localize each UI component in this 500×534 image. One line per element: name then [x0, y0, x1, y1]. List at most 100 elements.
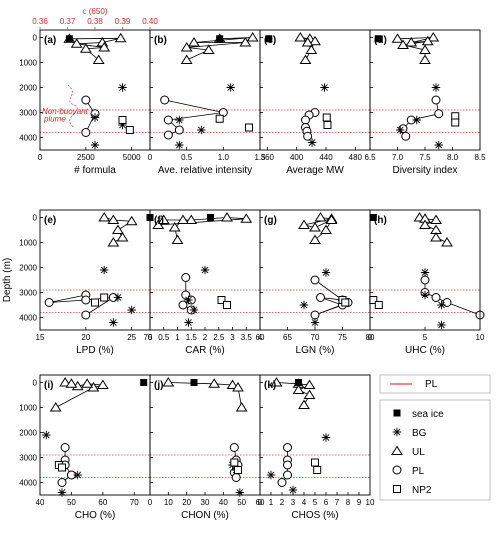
x-axis-title: Ave. relative intensity	[158, 165, 252, 176]
panel-label: (j)	[154, 380, 163, 391]
x-tick-label: 5000	[123, 153, 141, 162]
panel-frame	[259, 29, 371, 151]
ul-marker	[430, 232, 442, 242]
pl-marker	[81, 295, 91, 305]
y-tick-label: 3000	[19, 109, 37, 118]
x-tick-label: 7.0	[392, 153, 404, 162]
pl-line	[314, 279, 349, 316]
ul-marker	[270, 377, 283, 387]
ul-marker	[427, 32, 440, 42]
np2-marker	[217, 296, 226, 304]
seaice-marker	[216, 35, 224, 43]
x-tick-label: 7	[335, 498, 340, 507]
top-axis-tick-label: 0.39	[115, 17, 131, 26]
y-tick-label: 1000	[19, 59, 37, 68]
seaice-marker	[140, 379, 148, 386]
ul-marker	[221, 212, 233, 222]
legend-swatch-seaice	[393, 409, 401, 417]
x-tick-label: 3.5	[241, 333, 253, 342]
top-axis-tick-label: 0.36	[32, 17, 48, 26]
x-tick-label: 400	[290, 153, 304, 162]
x-tick-label: 8.5	[474, 153, 486, 162]
ul-marker	[171, 234, 184, 244]
ul-marker	[430, 214, 442, 224]
ul-marker	[162, 377, 175, 387]
x-axis-title: LPD (%)	[76, 345, 114, 356]
ul-marker	[65, 378, 78, 388]
x-tick-label: 40	[219, 498, 228, 507]
x-axis-title: # formula	[74, 165, 116, 176]
np2-marker	[341, 298, 350, 307]
pl-marker	[431, 95, 441, 105]
pl-line	[164, 99, 224, 136]
legend-swatch-bg	[392, 427, 402, 437]
x-tick-label: 1	[175, 333, 180, 342]
panel-k: 0 1 2 3 4 5 6 7 8 9 10 CHOS (%) (k)	[258, 374, 375, 521]
x-tick-label: 50	[237, 498, 246, 507]
panel-label: (d)	[374, 35, 387, 46]
pl-marker	[44, 298, 54, 307]
np2-marker	[313, 466, 322, 474]
pl-marker	[163, 130, 173, 140]
seaice-marker	[65, 35, 73, 43]
ul-marker	[391, 33, 404, 43]
bg-marker	[90, 140, 100, 150]
ul-marker	[107, 214, 120, 224]
ul-marker	[419, 54, 431, 64]
np2-marker	[223, 301, 231, 309]
panel-j: 0 10 20 30 40 50 60 CHON (%) (j)	[148, 374, 265, 521]
panel-a: 0 2500 5000 # formula 0 1000 2000 3000 4000 (a)	[19, 29, 151, 176]
ul-marker	[208, 378, 221, 388]
x-tick-label: 20	[81, 333, 90, 342]
ul-marker	[301, 37, 314, 47]
x-tick-label: 2500	[77, 153, 95, 162]
x-tick-label: 0	[148, 333, 153, 342]
bg-marker	[437, 300, 446, 310]
x-tick-label: 0	[368, 333, 373, 342]
ul-marker	[116, 232, 129, 242]
ul-marker	[81, 378, 94, 388]
y-tick-label: 2000	[19, 264, 37, 273]
panel-label: (c)	[264, 35, 276, 46]
np2-marker	[245, 123, 253, 132]
legend-label-ul: UL	[412, 447, 425, 458]
panel-c: 360 400 440 480 Average MW (c)	[259, 29, 371, 176]
ul-marker	[70, 38, 83, 48]
panel-label: (e)	[44, 215, 56, 226]
x-tick-label: 0	[148, 153, 153, 162]
x-tick-label: 480	[349, 153, 363, 162]
x-tick-label: 0	[258, 498, 263, 507]
ul-marker	[114, 32, 127, 43]
ul-marker	[294, 32, 307, 42]
ul-marker	[79, 43, 92, 53]
ul-marker	[185, 214, 198, 224]
ul-marker	[314, 212, 327, 222]
ul-marker	[397, 39, 409, 49]
ul-marker	[240, 213, 253, 223]
panel-label: (b)	[154, 35, 167, 46]
plume-curve	[67, 84, 78, 128]
pl-marker	[81, 310, 91, 320]
ul-marker	[325, 214, 338, 224]
ul-marker	[98, 42, 111, 52]
x-tick-label: 3	[230, 333, 235, 342]
np2-marker	[234, 466, 242, 474]
ul-marker	[107, 237, 120, 247]
legend-swatch-np2	[393, 485, 401, 493]
legend-label-bg: BG	[412, 428, 427, 439]
ul-marker	[320, 224, 332, 234]
x-tick-label: 8.0	[447, 153, 459, 162]
ul-marker	[226, 379, 239, 389]
legend-pl-line-label: PL	[425, 379, 438, 390]
pl-marker	[434, 109, 444, 119]
x-axis-title: CHON (%)	[181, 510, 229, 521]
x-tick-label: 7.5	[419, 153, 431, 162]
top-axis-tick-label: 0.40	[142, 17, 158, 26]
ul-marker	[246, 32, 259, 42]
y-tick-label: 0	[33, 34, 38, 43]
ul-marker	[180, 54, 193, 64]
panel-a-top-axis: 0.36 0.37 0.38 0.39 0.40 c (650)	[32, 7, 158, 30]
ul-marker	[125, 215, 138, 226]
